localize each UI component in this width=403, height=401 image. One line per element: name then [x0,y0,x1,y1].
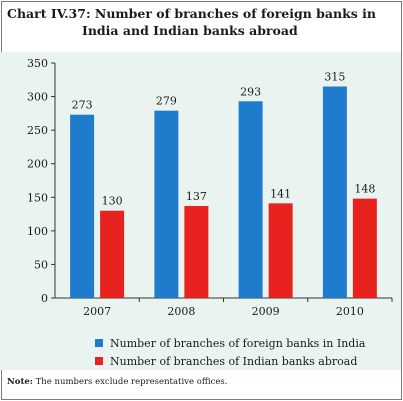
note-text: The numbers exclude representative offic… [32,377,228,387]
note-label: Note: [7,377,33,387]
y-tick-label: 150 [27,191,48,204]
chart-title-line2: India and Indian banks abroad [82,23,298,38]
legend-swatch-indian [95,357,103,365]
y-tick-label: 50 [34,258,48,271]
legend-label-foreign: Number of branches of foreign banks in I… [110,336,366,350]
bar-indian-2009 [268,203,293,298]
x-tick-label: 2009 [252,305,280,318]
y-tick-label: 200 [27,158,48,171]
bar-foreign-2009 [238,101,263,299]
data-label: 293 [240,85,261,98]
data-label: 279 [156,95,177,108]
y-tick-label: 300 [27,91,48,104]
x-tick-label: 2010 [336,305,364,318]
data-label: 148 [354,183,375,196]
data-labels: 273 279 293 315 130 137 141 148 [72,71,376,208]
legend: Number of branches of foreign banks in I… [95,334,365,370]
data-label: 141 [270,187,291,200]
data-label: 130 [102,195,123,208]
legend-item-indian: Number of branches of Indian banks abroa… [95,352,365,370]
legend-label-indian: Number of branches of Indian banks abroa… [110,354,358,368]
legend-item-foreign: Number of branches of foreign banks in I… [95,334,365,352]
bar-foreign-2008 [154,110,179,299]
bar-indian-2008 [184,206,209,298]
data-label: 273 [72,99,93,112]
y-tick-label: 0 [41,292,48,305]
legend-swatch-foreign [95,339,103,347]
bars [70,86,377,299]
y-tick-label: 250 [27,124,48,137]
bar-indian-2010 [352,198,377,298]
chart-title: Chart IV.37: Number of branches of forei… [7,5,397,39]
y-tick-label: 100 [27,225,48,238]
bar-foreign-2007 [70,114,95,298]
chart-title-line1: Chart IV.37: Number of branches of forei… [7,6,376,21]
x-tick-label: 2008 [167,305,195,318]
bar-indian-2007 [100,210,125,298]
data-label: 137 [186,190,207,203]
chart-note: Note: The numbers exclude representative… [7,377,227,387]
data-label: 315 [324,71,345,84]
bar-foreign-2010 [322,86,347,298]
x-tick-label: 2007 [83,305,111,318]
y-tick-label: 350 [27,57,48,70]
